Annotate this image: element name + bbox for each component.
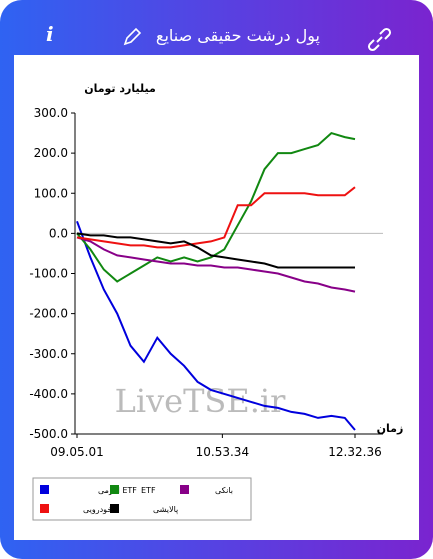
legend-label: پالایشی: [153, 505, 178, 514]
y-tick-label: -200.0: [29, 307, 68, 321]
page-title: پول درشت حقیقی صنایع: [155, 26, 320, 45]
y-tick-label: 300.0: [34, 106, 68, 120]
y-tick-label: -100.0: [29, 267, 68, 281]
y-tick-label: 200.0: [34, 146, 68, 160]
legend-label: بانکی: [215, 486, 233, 495]
y-tick-label: -500.0: [29, 427, 68, 441]
x-tick-label: 09.05.01: [50, 445, 103, 459]
y-tick-label: 100.0: [34, 186, 68, 200]
y-tick-label: 0.0: [49, 226, 68, 240]
watermark: LiveTSE.ir: [115, 382, 287, 420]
info-button[interactable]: i: [46, 22, 54, 46]
edit-icon[interactable]: [123, 27, 142, 46]
x-axis-title: زمان: [377, 422, 404, 435]
y-tick-label: -400.0: [29, 387, 68, 401]
y-tick-label: -300.0: [29, 347, 68, 361]
series-line: [76, 131, 356, 283]
legend-label: خودرویی: [83, 505, 112, 514]
series-line: [76, 186, 356, 249]
legend-box: [32, 477, 252, 521]
link-icon[interactable]: [367, 27, 392, 52]
x-tick-label: 10.53.34: [196, 445, 249, 459]
legend-swatch: [110, 485, 119, 494]
series-line: [76, 236, 356, 293]
legend-label: ETF: [141, 486, 156, 495]
legend-swatch: [40, 504, 49, 513]
series-line: [76, 232, 355, 269]
x-tick-label: 12.32.36: [328, 445, 381, 459]
legend-swatch: [180, 485, 189, 494]
y-axis-title: میلیارد تومان: [84, 82, 156, 95]
card: [14, 55, 419, 540]
series-line: [76, 220, 356, 431]
legend-swatch: [40, 485, 49, 494]
legend-swatch: [110, 504, 119, 513]
